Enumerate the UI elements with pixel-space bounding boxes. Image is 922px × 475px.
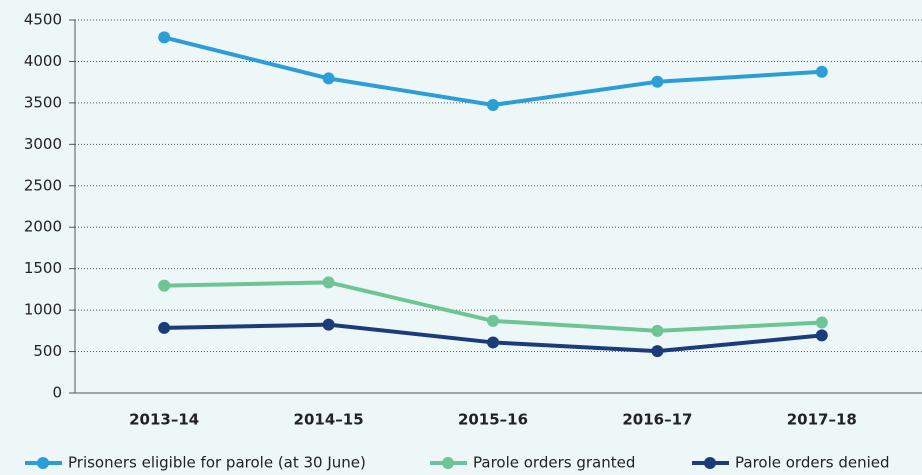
- legend-label: Prisoners eligible for parole (at 30 Jun…: [68, 454, 366, 472]
- x-tick-label: 2016–17: [622, 411, 692, 429]
- data-point: [815, 329, 828, 342]
- data-point: [158, 279, 171, 292]
- data-point: [322, 318, 335, 331]
- data-point: [487, 314, 499, 327]
- y-tick-label: 2000: [24, 218, 62, 236]
- series-line: [163, 35, 822, 107]
- data-point: [487, 336, 499, 349]
- data-point: [651, 75, 664, 88]
- data-point: [158, 321, 171, 334]
- y-tick-label: 1000: [24, 301, 62, 319]
- data-point: [815, 65, 828, 78]
- legend-marker: [37, 457, 49, 469]
- data-point: [487, 98, 499, 111]
- data-point: [322, 276, 335, 289]
- y-tick-label: 4500: [24, 11, 62, 29]
- legend-label: Parole orders denied: [735, 454, 890, 472]
- x-tick-label: 2017–18: [787, 411, 857, 429]
- data-point: [651, 324, 664, 337]
- y-tick-label: 4000: [24, 52, 62, 70]
- legend-label: Parole orders granted: [473, 454, 635, 472]
- data-point: [322, 72, 335, 85]
- x-tick-label: 2013–14: [129, 411, 199, 429]
- data-point: [158, 31, 171, 44]
- x-tick-label: 2015–16: [458, 411, 528, 429]
- legend-marker: [704, 457, 716, 469]
- legend-marker: [442, 457, 454, 469]
- x-tick-label: 2014–15: [294, 411, 364, 429]
- y-tick-label: 2500: [24, 176, 62, 194]
- data-point: [651, 345, 664, 358]
- data-point: [815, 316, 828, 329]
- y-tick-label: 3500: [24, 93, 62, 111]
- y-tick-label: 1500: [24, 259, 62, 277]
- y-tick-label: 3000: [24, 135, 62, 153]
- y-tick-label: 500: [33, 342, 62, 360]
- y-tick-label: 0: [52, 384, 62, 402]
